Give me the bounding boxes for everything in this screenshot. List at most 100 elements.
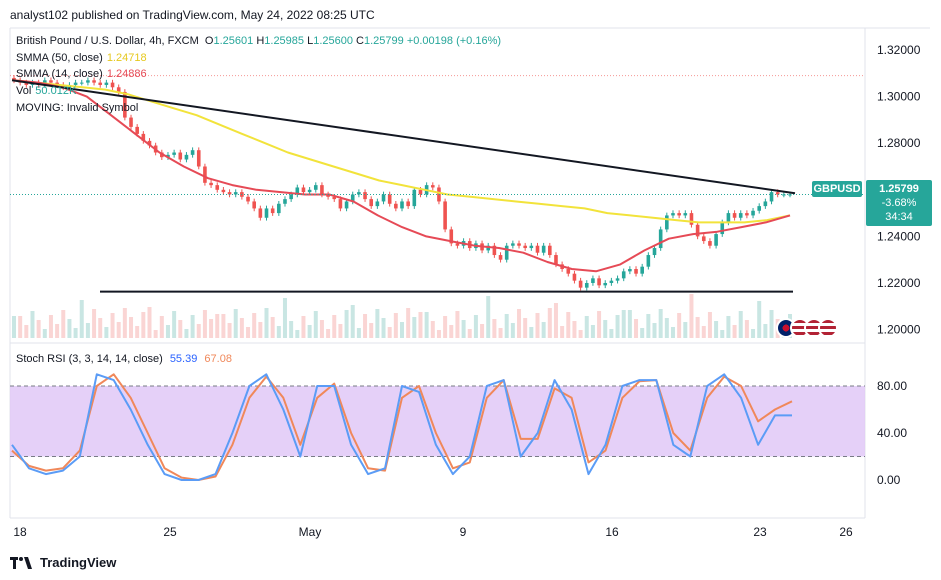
volume-bar [135,326,140,338]
volume-bar [449,325,454,338]
candle-body [683,213,688,216]
candle-body [221,189,226,193]
candle-body [726,213,731,223]
volume-bar [621,310,626,338]
volume-bar [350,305,355,338]
volume-bar [215,314,220,338]
candle-body [172,152,176,155]
volume-bar [122,308,127,338]
candle-body [92,80,96,83]
volume-bar [319,320,324,338]
volume-bar [190,315,195,338]
volume-bar [683,322,688,338]
volume-bar [640,328,645,338]
us-flag-icon[interactable] [818,318,838,338]
candle-body [86,80,90,83]
volume-bar [480,324,485,338]
candle-body [12,77,16,81]
volume-bar [79,300,84,338]
volume-bar [751,329,756,338]
candle-body [584,283,589,288]
volume-bar [578,330,583,338]
volume-bar [455,311,460,338]
candle-body [196,150,201,167]
volume-bar [541,322,546,338]
candle-body [603,283,608,286]
candle-body [209,182,213,186]
volume-bar [436,330,441,338]
time-tick-label: 16 [605,525,619,539]
volume-bar [42,329,47,338]
volume-bar [769,310,774,338]
volume-bar [492,319,497,338]
volume-bar [504,314,509,338]
candle-body [572,273,577,281]
volume-bar [424,312,429,338]
time-tick-label: 25 [163,525,177,539]
price-tick-label: 1.24000 [877,229,921,243]
candle-body [418,189,423,195]
volume-bar [763,324,768,338]
volume-bar [147,307,152,338]
candle-body [665,215,669,230]
volume-bar [430,321,435,338]
volume-bar [184,329,189,338]
candle-body [326,194,330,197]
candle-body [591,278,595,283]
volume-bar [597,311,602,338]
volume-bar [467,329,472,338]
candle-body [178,152,183,160]
volume-bar [55,324,60,338]
volume-bar [406,308,411,338]
volume-bar [165,325,170,338]
candle-body [338,199,343,209]
candle-body [634,269,638,274]
volume-bar [517,309,522,338]
candle-body [504,245,509,260]
volume-bar [61,310,66,338]
volume-bar [695,317,700,338]
volume-bar [313,311,318,338]
volume-bar [209,319,214,338]
candle-body [751,210,755,216]
price-tick-label: 1.28000 [877,136,921,150]
smma14-legend: SMMA (14, close) 1.24886 [16,68,147,80]
candle-body [369,199,374,207]
volume-bar [535,313,540,338]
volume-bar [252,313,257,338]
volume-bar [553,303,558,338]
candle-body [695,224,700,237]
candle-body [135,126,139,134]
volume-bar [24,325,29,338]
volume-bar [418,312,423,338]
volume-bar [652,323,657,338]
volume-bar [153,330,158,338]
candle-body [652,248,657,256]
candle-body [437,187,441,202]
tradingview-logo-icon [10,556,32,569]
candle-body [720,222,725,235]
volume-bar [363,314,368,338]
candle-body [147,140,152,146]
candle-body [782,194,786,196]
candle-body [252,201,256,209]
candle-body [621,271,626,279]
volume-bar [227,323,232,338]
volume-bar [707,312,712,338]
time-tick-label: May [299,525,322,539]
footer-brand[interactable]: TradingView [10,555,116,570]
symbol-tag: GBPUSD [812,181,862,197]
volume-bar [326,329,331,338]
volume-bar [338,324,343,338]
event-flags[interactable] [776,318,838,338]
candle-body [166,154,170,158]
volume-bar [670,327,675,338]
candle-body [246,196,250,202]
candle-body [270,208,275,214]
candle-body [387,194,392,204]
candle-body [24,82,29,85]
candle-body [708,241,712,246]
candle-body [529,245,534,249]
candle-body [400,201,404,209]
